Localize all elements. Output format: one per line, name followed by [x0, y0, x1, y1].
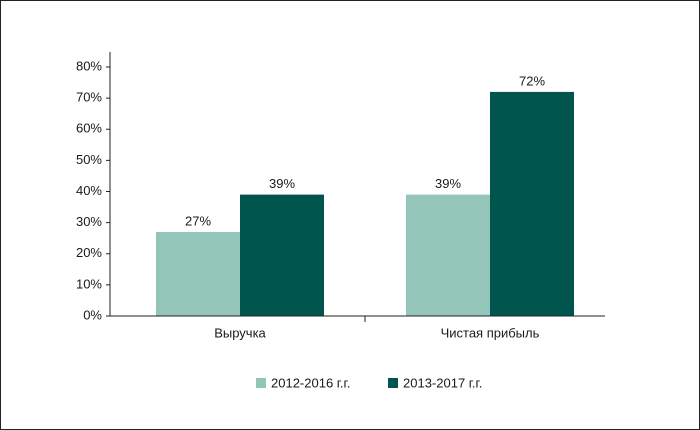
value-label: 27%	[185, 213, 211, 228]
y-tick-label: 20%	[76, 245, 102, 260]
bar	[156, 231, 240, 316]
y-tick-label: 10%	[76, 276, 102, 291]
y-tick-label: 30%	[76, 214, 102, 229]
value-label: 72%	[519, 73, 545, 88]
y-tick-label: 50%	[76, 152, 102, 167]
value-label: 39%	[435, 176, 461, 191]
bar	[406, 194, 490, 316]
y-tick-label: 40%	[76, 183, 102, 198]
legend-swatch	[256, 378, 266, 388]
y-tick-label: 80%	[76, 58, 102, 73]
legend-label: 2012-2016 г.г.	[271, 375, 350, 390]
value-label: 39%	[269, 176, 295, 191]
y-tick-label: 60%	[76, 121, 102, 136]
y-tick-label: 70%	[76, 90, 102, 105]
bar	[490, 91, 574, 317]
y-tick-label: 0%	[83, 307, 102, 322]
legend-label: 2013-2017 г.г.	[403, 375, 482, 390]
bar	[240, 194, 324, 316]
x-tick-label: Выручка	[214, 325, 266, 340]
legend-swatch	[388, 378, 398, 388]
x-tick-label: Чистая прибыль	[441, 325, 540, 340]
